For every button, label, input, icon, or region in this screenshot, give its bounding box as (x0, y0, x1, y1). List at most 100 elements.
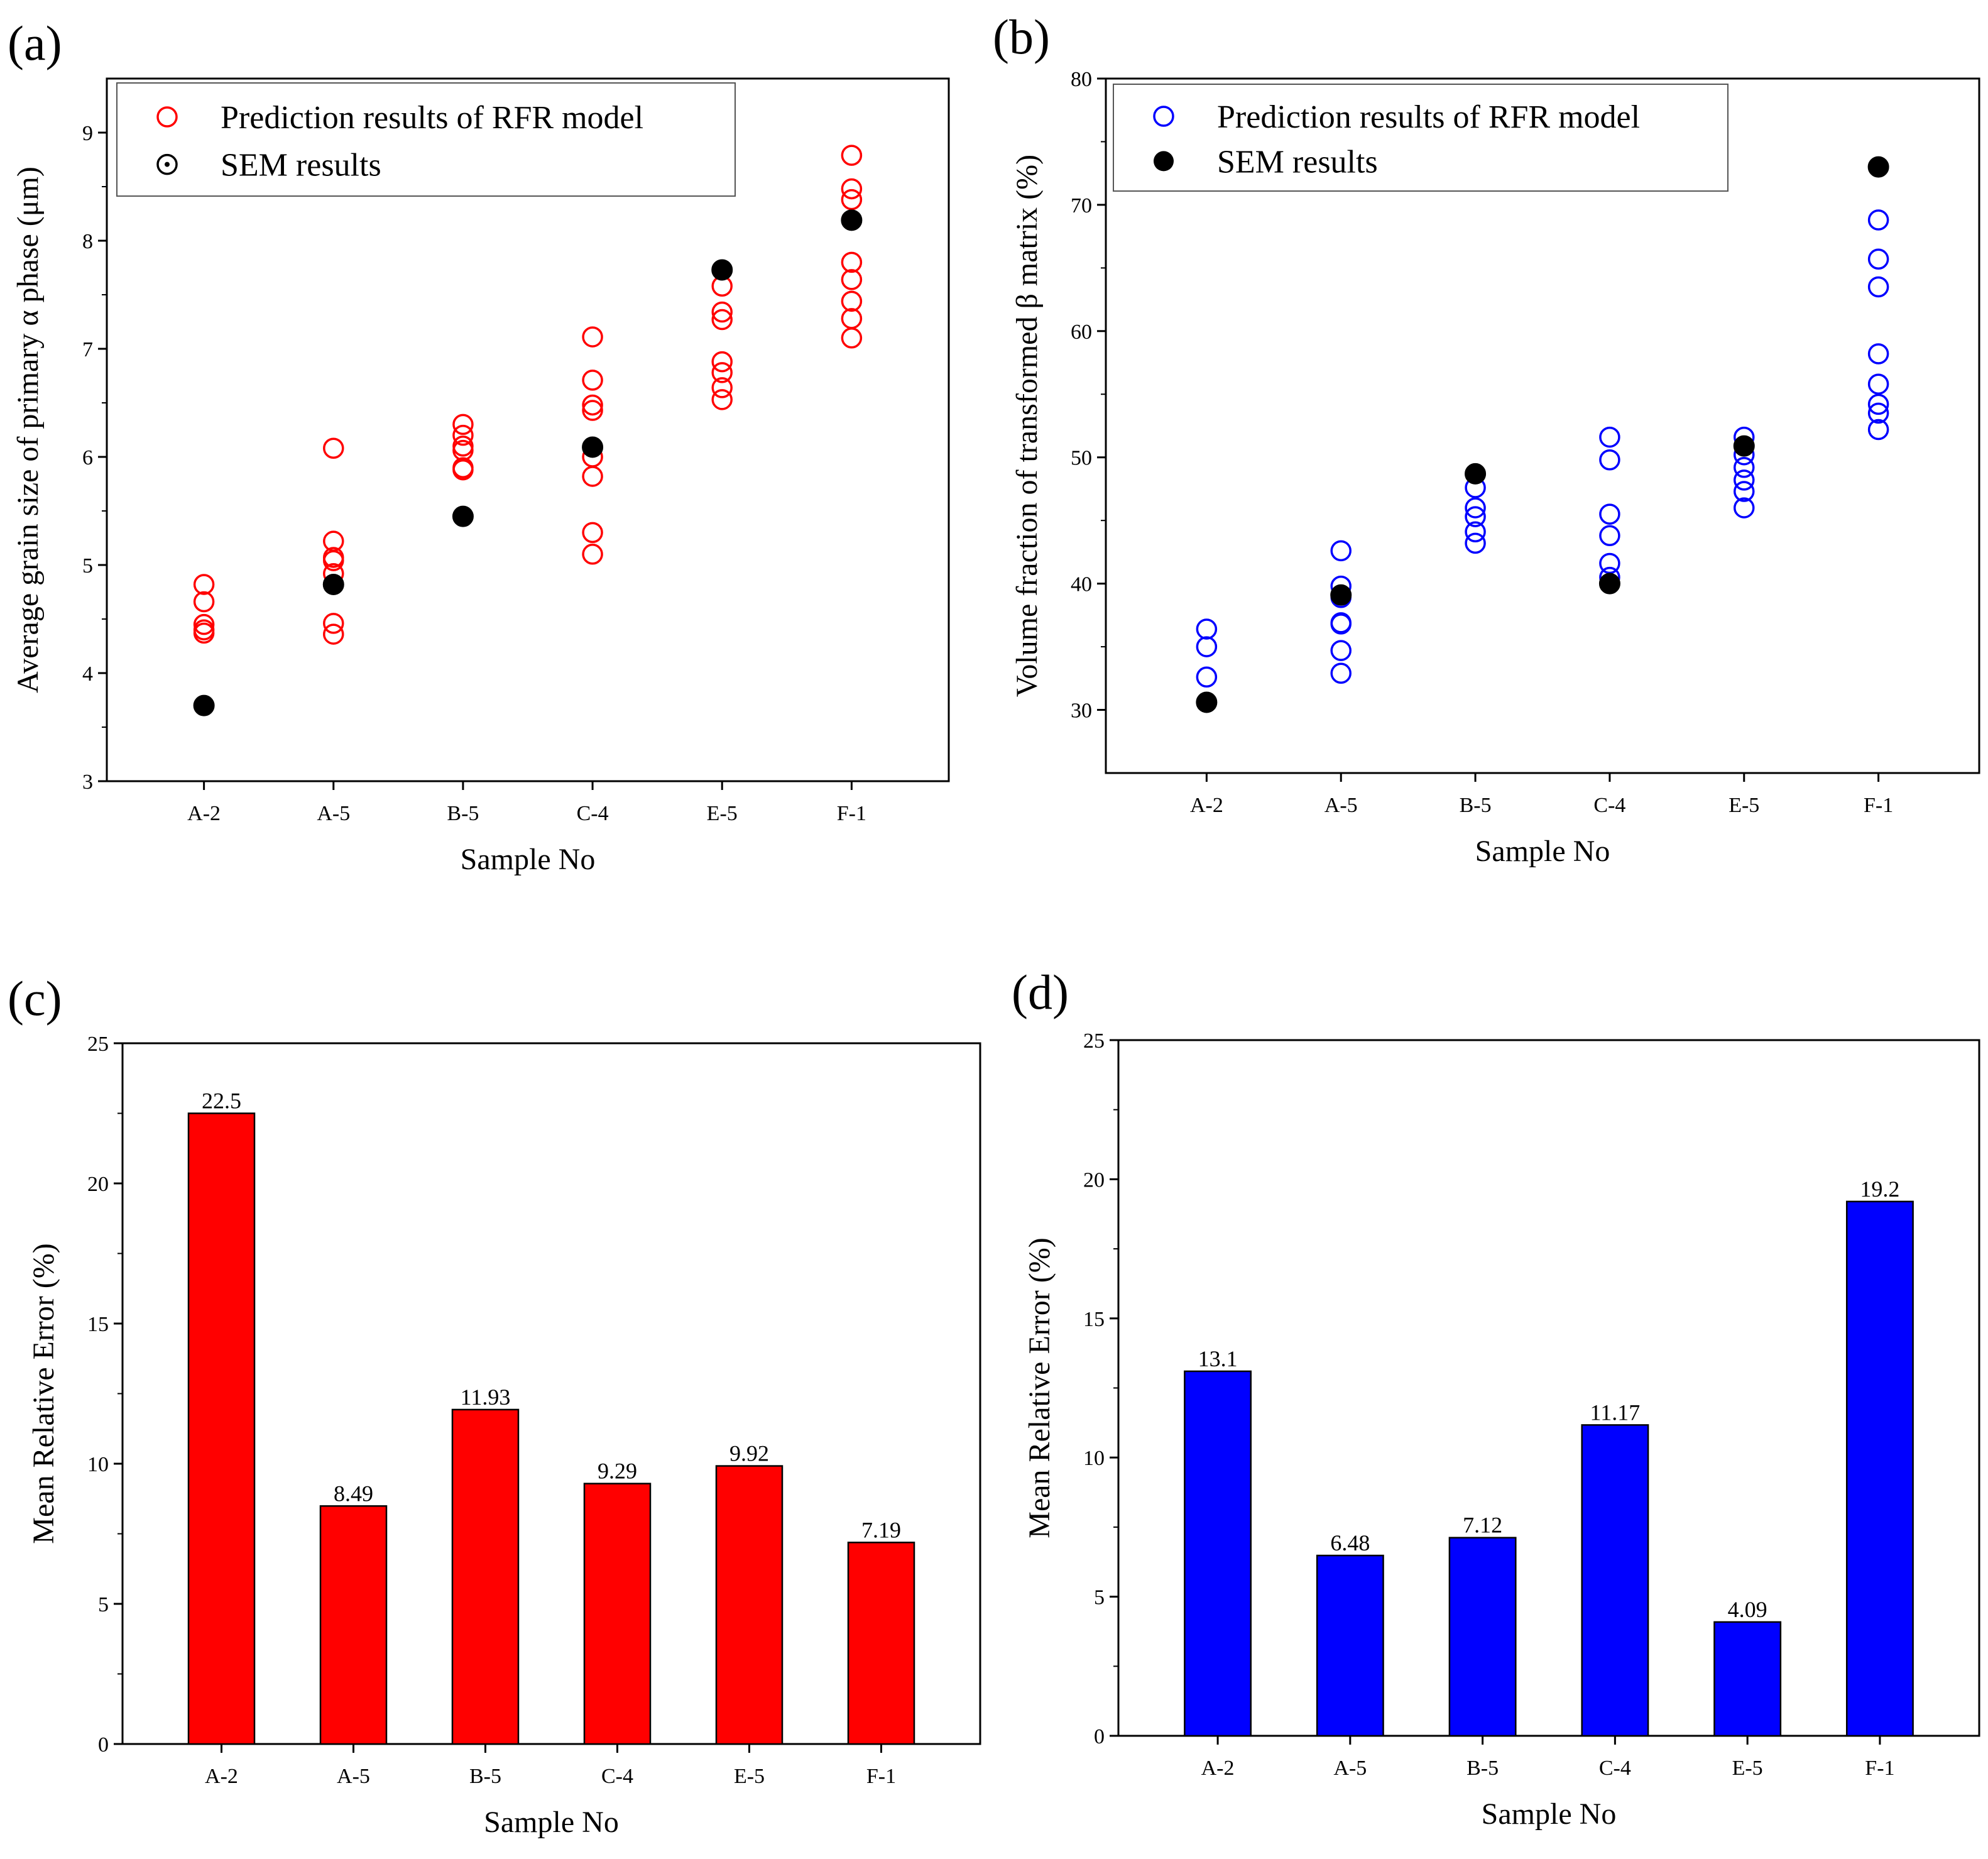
bar-value-label: 13.1 (1198, 1346, 1238, 1371)
prediction-point (711, 362, 733, 383)
sem-point (193, 694, 215, 716)
prediction-point (1867, 419, 1889, 441)
bar-value-label: 9.92 (729, 1441, 769, 1466)
y-tick-label: 20 (1083, 1168, 1105, 1192)
bar-value-label: 7.12 (1463, 1513, 1502, 1538)
prediction-point (193, 622, 215, 644)
prediction-point (1599, 552, 1620, 574)
y-tick-label: 40 (1071, 573, 1092, 596)
sem-point (1330, 584, 1352, 606)
bar-value-label: 8.49 (334, 1481, 373, 1506)
prediction-point (582, 466, 603, 487)
prediction-point (1734, 497, 1755, 518)
sem-point (1733, 435, 1755, 457)
x-tick-label: A-5 (1324, 794, 1358, 817)
x-tick-label: A-5 (1333, 1757, 1367, 1780)
legend-sem-marker-dot (165, 162, 170, 167)
plot-frame (106, 77, 950, 782)
prediction-point (582, 394, 603, 416)
y-tick-label: 6 (82, 446, 93, 469)
prediction-point (1465, 497, 1486, 518)
prediction-point (1599, 525, 1620, 547)
x-tick-label: A-2 (1190, 794, 1223, 817)
bar-value-label: 11.93 (461, 1385, 511, 1410)
bar-value-label: 7.19 (861, 1517, 901, 1542)
x-axis-title: Sample No (461, 843, 596, 876)
prediction-point (193, 574, 215, 595)
sem-point (582, 436, 604, 458)
prediction-point (1465, 532, 1486, 554)
prediction-point (452, 414, 474, 436)
y-tick-label: 60 (1071, 321, 1092, 344)
prediction-point (582, 544, 603, 565)
prediction-point (582, 400, 603, 421)
x-tick-label: B-5 (1466, 1757, 1499, 1780)
prediction-point (1867, 402, 1889, 424)
y-tick-label: 20 (87, 1173, 109, 1196)
x-tick-label: E-5 (1732, 1757, 1763, 1780)
y-tick-label: 80 (1071, 68, 1092, 91)
prediction-point (1330, 662, 1352, 684)
legend-sem-label: SEM results (221, 148, 381, 184)
prediction-point (1330, 640, 1352, 661)
legend-sem-marker (1154, 151, 1174, 172)
y-tick-label: 4 (82, 662, 93, 686)
sem-point (1598, 573, 1620, 595)
prediction-point (1734, 469, 1755, 491)
y-tick-label: 3 (82, 770, 93, 794)
x-tick-label: A-2 (1201, 1757, 1235, 1780)
x-tick-label: B-5 (1460, 794, 1492, 817)
legend-prediction-label: Prediction results of RFR model (221, 100, 643, 136)
legend-prediction-marker (1153, 106, 1174, 127)
prediction-point (711, 301, 733, 323)
bar-value-label: 22.5 (202, 1089, 241, 1114)
prediction-point (841, 251, 863, 273)
y-tick-label: 5 (1094, 1586, 1105, 1609)
bar (1448, 1537, 1517, 1737)
x-tick-label: E-5 (734, 1765, 765, 1788)
y-tick-label: 7 (82, 338, 93, 361)
bar-value-label: 19.2 (1860, 1176, 1899, 1202)
prediction-point (711, 309, 733, 331)
prediction-point (323, 623, 344, 645)
prediction-point (323, 613, 344, 634)
prediction-point (323, 437, 344, 459)
y-tick-label: 50 (1071, 447, 1092, 470)
sem-point (1465, 463, 1487, 485)
prediction-point (841, 145, 863, 166)
legend-box (1113, 84, 1729, 192)
panel-label: (c) (8, 971, 62, 1026)
prediction-point (1867, 248, 1889, 270)
bar-value-label: 4.09 (1728, 1597, 1767, 1622)
prediction-point (1599, 449, 1620, 471)
prediction-point (582, 522, 603, 544)
prediction-point (1196, 636, 1218, 657)
prediction-point (1867, 209, 1889, 231)
prediction-point (1330, 613, 1352, 635)
y-axis-title: Mean Relative Error (%) (1023, 1237, 1056, 1538)
y-axis-title: Volume fraction of transformed β matrix … (1010, 155, 1044, 697)
x-tick-label: C-4 (1599, 1757, 1631, 1780)
bar (187, 1112, 256, 1745)
prediction-point (452, 424, 474, 446)
x-tick-label: A-2 (187, 802, 221, 825)
prediction-point (1867, 393, 1889, 415)
x-axis-title: Sample No (1482, 1797, 1617, 1831)
prediction-point (841, 290, 863, 312)
bar (1581, 1424, 1649, 1737)
prediction-point (582, 370, 603, 391)
prediction-point (193, 613, 215, 635)
y-tick-label: 5 (98, 1593, 109, 1616)
prediction-point (711, 389, 733, 410)
x-tick-label: C-4 (577, 802, 609, 825)
prediction-point (1465, 521, 1486, 543)
prediction-point (711, 377, 733, 398)
x-tick-label: C-4 (1593, 794, 1625, 817)
panel-label: (b) (993, 9, 1050, 64)
x-tick-label: A-2 (205, 1765, 238, 1788)
legend: Prediction results of RFR model SEM resul… (116, 82, 736, 197)
prediction-point (193, 591, 215, 613)
chart-panel-d: (d) 0 5 10 15 20 25 A-2 A-5 B-5 C-4 E-5 F-1 Sample No… (1012, 965, 1980, 1831)
legend: Prediction results of RFR model SEM resul… (1113, 84, 1729, 192)
